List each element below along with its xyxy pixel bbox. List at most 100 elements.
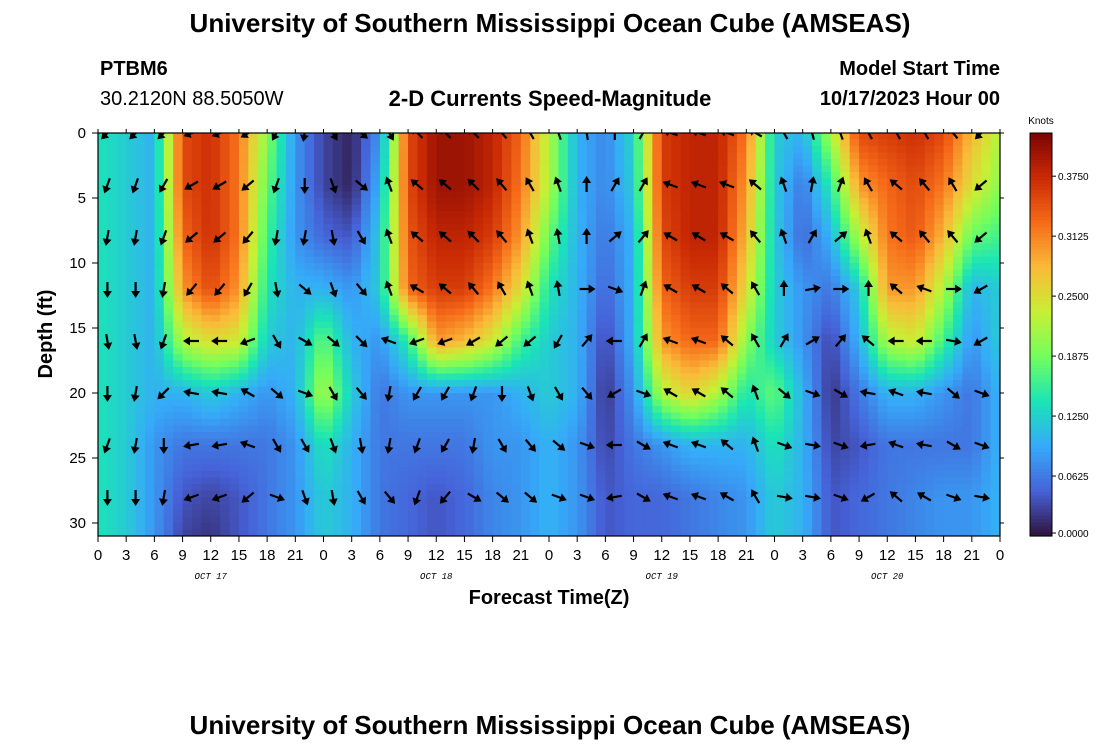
heatmap-cell	[257, 334, 268, 342]
heatmap-cell	[361, 406, 372, 414]
heatmap-cell	[116, 237, 127, 245]
heatmap-cell	[586, 451, 597, 459]
heatmap-cell	[144, 256, 155, 264]
heatmap-cell	[567, 224, 578, 232]
heatmap-cell	[821, 224, 832, 232]
heatmap-cell	[98, 146, 108, 154]
heatmap-cell	[812, 341, 823, 349]
heatmap-cell	[680, 178, 691, 186]
heatmap-cell	[285, 341, 296, 349]
heatmap-cell	[549, 347, 559, 355]
heatmap-cell	[793, 373, 804, 381]
heatmap-cell	[201, 341, 212, 349]
heatmap-cell	[567, 139, 578, 147]
heatmap-cell	[981, 380, 992, 388]
heatmap-cell	[408, 432, 419, 440]
heatmap-cell	[868, 276, 879, 284]
heatmap-cell	[915, 341, 926, 349]
heatmap-cell	[492, 256, 503, 264]
heatmap-cell	[426, 139, 437, 147]
heatmap-cell	[783, 412, 794, 420]
heatmap-cell	[624, 438, 635, 446]
heatmap-cell	[126, 269, 137, 277]
heatmap-cell	[173, 243, 184, 251]
heatmap-cell	[680, 458, 691, 466]
heatmap-cell	[126, 334, 137, 342]
heatmap-cell	[652, 399, 663, 407]
heatmap-cell	[351, 237, 362, 245]
heatmap-cell	[248, 282, 259, 290]
heatmap-cell	[971, 159, 982, 167]
heatmap-cell	[351, 230, 362, 238]
heatmap-cell	[173, 263, 184, 271]
heatmap-cell	[812, 354, 823, 362]
heatmap-cell	[332, 458, 343, 466]
heatmap-cell	[642, 406, 653, 414]
heatmap-cell	[144, 269, 155, 277]
heatmap-cell	[746, 464, 757, 472]
heatmap-cell	[840, 451, 851, 459]
heatmap-cell	[492, 204, 503, 212]
heatmap-cell	[126, 380, 137, 388]
heatmap-cell	[689, 133, 700, 141]
heatmap-cell	[718, 445, 729, 453]
heatmap-cell	[981, 224, 992, 232]
heatmap-cell	[520, 198, 531, 206]
heatmap-cell	[849, 315, 860, 323]
heatmap-cell	[877, 250, 888, 258]
heatmap-cell	[962, 367, 973, 375]
heatmap-cell	[408, 250, 419, 258]
heatmap-cell	[586, 243, 597, 251]
heatmap-cell	[934, 295, 945, 303]
heatmap-cell	[483, 445, 494, 453]
heatmap-cell	[285, 133, 296, 141]
heatmap-cell	[558, 412, 569, 420]
heatmap-cell	[107, 243, 118, 251]
heatmap-cell	[821, 211, 832, 219]
heatmap-cell	[323, 399, 334, 407]
heatmap-cell	[953, 295, 964, 303]
heatmap-cell	[718, 217, 729, 225]
heatmap-cell	[859, 412, 870, 420]
heatmap-cell	[633, 282, 644, 290]
heatmap-cell	[182, 341, 193, 349]
heatmap-cell	[163, 432, 174, 440]
heatmap-cell	[473, 419, 484, 427]
heatmap-cell	[173, 224, 184, 232]
heatmap-cell	[981, 263, 992, 271]
heatmap-cell	[614, 276, 625, 284]
heatmap-cell	[896, 217, 907, 225]
heatmap-cell	[483, 451, 494, 459]
heatmap-cell	[332, 334, 343, 342]
heatmap-cell	[774, 432, 785, 440]
heatmap-cell	[614, 445, 625, 453]
heatmap-cell	[173, 269, 184, 277]
heatmap-cell	[924, 451, 935, 459]
heatmap-cell	[586, 289, 597, 297]
heatmap-cell	[924, 165, 935, 173]
heatmap-cell	[765, 302, 776, 310]
heatmap-cell	[351, 198, 362, 206]
heatmap-cell	[783, 269, 794, 277]
heatmap-cell	[502, 165, 513, 173]
heatmap-cell	[135, 412, 146, 420]
heatmap-cell	[257, 230, 268, 238]
heatmap-cell	[783, 295, 794, 303]
heatmap-cell	[173, 458, 184, 466]
heatmap-cell	[530, 295, 541, 303]
heatmap-cell	[304, 263, 315, 271]
heatmap-cell	[398, 445, 409, 453]
heatmap-cell	[417, 347, 428, 355]
heatmap-cell	[981, 458, 992, 466]
heatmap-cell	[990, 230, 1000, 238]
heatmap-cell	[727, 386, 738, 394]
heatmap-cell	[699, 269, 710, 277]
heatmap-cell	[135, 419, 146, 427]
heatmap-cell	[915, 308, 926, 316]
heatmap-cell	[642, 172, 653, 180]
heatmap-cell	[906, 432, 917, 440]
heatmap-cell	[915, 464, 926, 472]
heatmap-cell	[765, 172, 776, 180]
heatmap-cell	[220, 464, 231, 472]
heatmap-cell	[605, 458, 616, 466]
